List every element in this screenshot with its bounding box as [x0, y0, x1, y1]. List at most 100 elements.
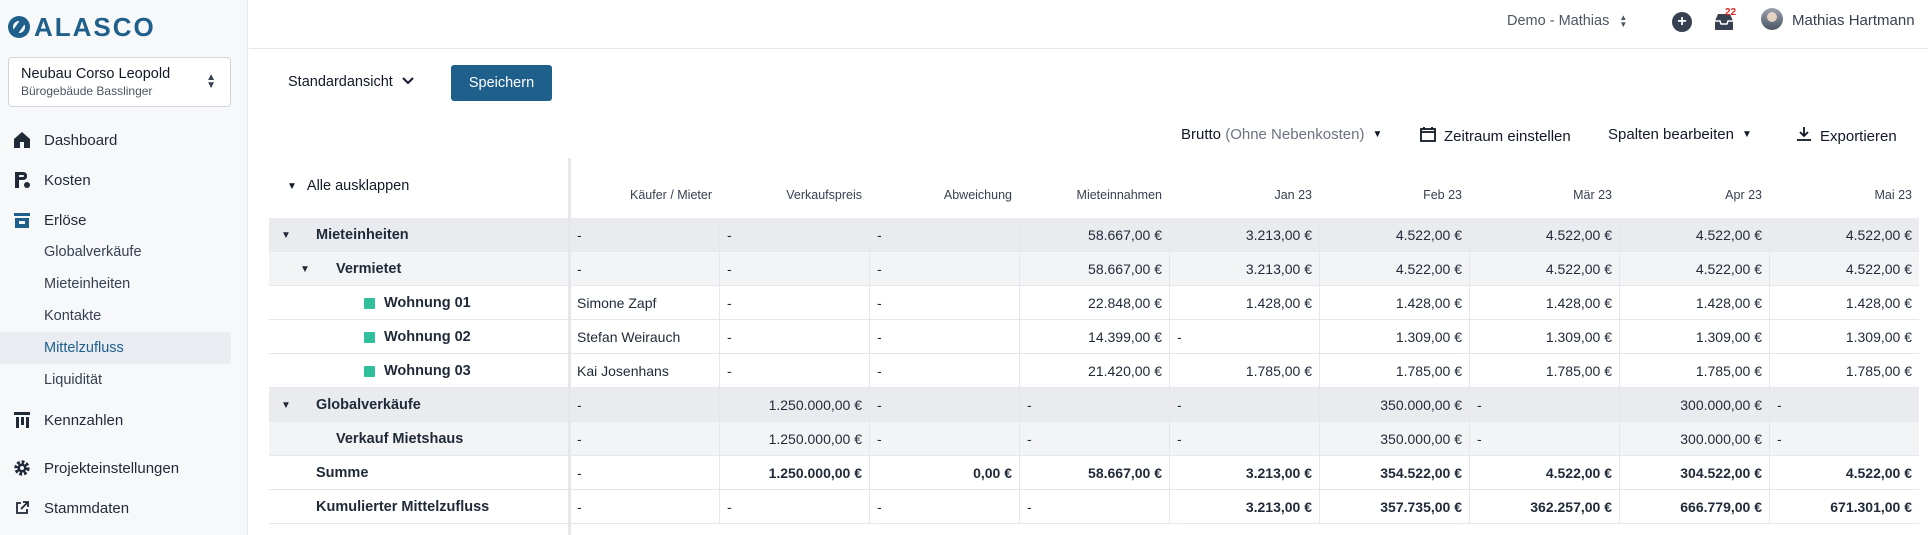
- col-header-kaeufer[interactable]: Käufer / Mieter: [630, 188, 712, 202]
- caret-down-icon: ▼: [1741, 129, 1752, 140]
- row-collapse-caret-icon[interactable]: ▼: [300, 263, 310, 275]
- nav-stammdaten-label: Stammdaten: [44, 499, 130, 517]
- nav-projekteinstellungen[interactable]: Projekteinstellungen: [0, 452, 231, 484]
- col-header-maer23[interactable]: Mär 23: [1573, 188, 1612, 202]
- row-collapse-caret-icon[interactable]: ▼: [281, 399, 291, 411]
- export-button[interactable]: Exportieren: [1796, 126, 1897, 146]
- spalten-selector[interactable]: Spalten bearbeiten ▼: [1608, 126, 1752, 143]
- collapse-all-toggle[interactable]: ▼ Alle ausklappen: [287, 178, 409, 194]
- table-row[interactable]: ▼ Mieteinheiten - - -58.667,00 €3.213,00 €4.…: [269, 218, 1919, 252]
- table-cell: 1.428,00 €: [1319, 286, 1469, 320]
- table-cell: -: [869, 320, 1019, 354]
- table-cell: -: [569, 456, 719, 490]
- nav-sub-mittelzufluss[interactable]: Mittelzufluss: [0, 332, 231, 364]
- nav-stammdaten[interactable]: Stammdaten: [0, 492, 231, 524]
- unit-marker-icon: [364, 332, 375, 343]
- brutto-note: (Ohne Nebenkosten): [1225, 126, 1365, 143]
- table-cell: 1.785,00 €: [1469, 354, 1619, 388]
- table-cell: 300.000,00 €: [1619, 388, 1769, 422]
- table-cell: -: [869, 490, 1019, 524]
- spalten-label: Spalten bearbeiten: [1608, 126, 1734, 143]
- row-label: Mieteinheiten: [316, 227, 409, 243]
- nav-erloese[interactable]: Erlöse: [0, 204, 231, 236]
- col-header-mieteinnahmen[interactable]: Mieteinnahmen: [1076, 188, 1162, 202]
- alasco-logo-icon: [8, 16, 30, 38]
- table-cell: -: [569, 218, 719, 252]
- logo[interactable]: ALASCO: [8, 12, 156, 42]
- nav-dashboard[interactable]: Dashboard: [0, 124, 231, 156]
- nav-kennzahlen[interactable]: Kennzahlen: [0, 404, 231, 436]
- table-cell: 4.522,00 €: [1319, 252, 1469, 286]
- caret-down-icon: ▼: [287, 180, 297, 192]
- col-header-apr23[interactable]: Apr 23: [1725, 188, 1762, 202]
- col-header-abweichung[interactable]: Abweichung: [943, 188, 1012, 202]
- row-label: Summe: [316, 465, 369, 481]
- nav-sub-globalverkaeufe[interactable]: Globalverkäufe: [44, 244, 142, 260]
- column-divider[interactable]: [568, 158, 571, 535]
- table-cell: -: [719, 490, 869, 524]
- table-cell: -: [1169, 320, 1319, 354]
- table-cell: 666.779,00 €: [1619, 490, 1769, 524]
- table-cell: 1.309,00 €: [1619, 320, 1769, 354]
- view-name: Standardansicht: [288, 74, 393, 90]
- table-row[interactable]: Kumulierter Mittelzufluss - - - -3.213,00 €3…: [269, 490, 1919, 524]
- caret-down-icon: ▼: [1372, 129, 1383, 140]
- table-cell: 354.522,00 €: [1319, 456, 1469, 490]
- table-row[interactable]: ▼ Globalverkäufe -1.250.000,00 € - - -350.000…: [269, 388, 1919, 422]
- table-row[interactable]: Wohnung 02 Stefan Weirauch - -14.399,00 € -1…: [269, 320, 1919, 354]
- organization-switcher[interactable]: Demo - Mathias ▲ ▼: [1507, 13, 1627, 29]
- table-cell: -: [1469, 422, 1619, 456]
- zeitraum-button[interactable]: Zeitraum einstellen: [1420, 126, 1571, 146]
- collapse-all-label: Alle ausklappen: [306, 178, 410, 194]
- nav-sub-mieteinheiten[interactable]: Mieteinheiten: [44, 276, 131, 292]
- table-row[interactable]: Verkauf Mietshaus -1.250.000,00 € - - -350.0…: [269, 422, 1919, 456]
- table-row[interactable]: Wohnung 01 Simone Zapf - -22.848,00 €1.428,…: [269, 286, 1919, 320]
- project-selector[interactable]: Neubau Corso Leopold Bürogebäude Basslin…: [8, 57, 231, 107]
- view-selector[interactable]: Standardansicht: [288, 74, 415, 90]
- table-cell: 1.309,00 €: [1469, 320, 1619, 354]
- unit-marker-icon: [364, 298, 375, 309]
- col-header-mai23[interactable]: Mai 23: [1874, 188, 1912, 202]
- table-row[interactable]: ▼ Vermietet - - -58.667,00 €3.213,00 €4.522,…: [269, 252, 1919, 286]
- col-header-jan23[interactable]: Jan 23: [1274, 188, 1312, 202]
- nav-sub-kontakte[interactable]: Kontakte: [44, 308, 102, 324]
- table-cell: -: [869, 218, 1019, 252]
- save-button[interactable]: Speichern: [451, 65, 552, 101]
- table-cell: 3.213,00 €: [1169, 456, 1319, 490]
- table-cell: -: [1019, 490, 1169, 524]
- table-row[interactable]: Wohnung 03 Kai Josenhans - -21.420,00 €1.78…: [269, 354, 1919, 388]
- add-icon[interactable]: +: [1672, 12, 1692, 32]
- table-cell: 300.000,00 €: [1619, 422, 1769, 456]
- col-header-feb23[interactable]: Feb 23: [1423, 188, 1462, 202]
- nav-kosten[interactable]: Kosten: [0, 164, 231, 196]
- table-cell: 3.213,00 €: [1169, 218, 1319, 252]
- table-row[interactable]: Summe -1.250.000,00 €0,00 €58.667,00 €3.2…: [269, 456, 1919, 490]
- table-cell: 362.257,00 €: [1469, 490, 1619, 524]
- table-cell: -: [719, 252, 869, 286]
- table-cell: 0,00 €: [869, 456, 1019, 490]
- table-cell: -: [1169, 422, 1319, 456]
- project-name: Neubau Corso Leopold: [21, 66, 171, 82]
- nav-sub-liquiditaet[interactable]: Liquidität: [44, 372, 103, 388]
- organization-name: Demo - Mathias: [1507, 13, 1610, 29]
- table-cell: 1.785,00 €: [1769, 354, 1919, 388]
- inbox-icon[interactable]: [1714, 13, 1734, 31]
- table-cell: 14.399,00 €: [1019, 320, 1169, 354]
- table-cell: 22.848,00 €: [1019, 286, 1169, 320]
- avatar[interactable]: [1761, 8, 1783, 30]
- table-cell: Simone Zapf: [569, 286, 719, 320]
- table-cell: 1.309,00 €: [1769, 320, 1919, 354]
- row-collapse-caret-icon[interactable]: ▼: [281, 229, 291, 241]
- table-cell: -: [1019, 422, 1169, 456]
- user-name[interactable]: Mathias Hartmann: [1792, 12, 1915, 29]
- brutto-selector[interactable]: Brutto (Ohne Nebenkosten) ▼: [1181, 126, 1382, 143]
- table-cell: 1.309,00 €: [1319, 320, 1469, 354]
- table-cell: -: [869, 252, 1019, 286]
- col-header-verkaufspreis[interactable]: Verkaufspreis: [786, 188, 862, 202]
- chevron-down-icon: [401, 74, 415, 90]
- table-cell: 4.522,00 €: [1619, 218, 1769, 252]
- table-cell: 3.213,00 €: [1169, 252, 1319, 286]
- table-cell: -: [719, 354, 869, 388]
- table-header: ▼ Alle ausklappen Käufer / Mieter Verkau…: [269, 158, 1919, 218]
- table-cell: -: [1019, 388, 1169, 422]
